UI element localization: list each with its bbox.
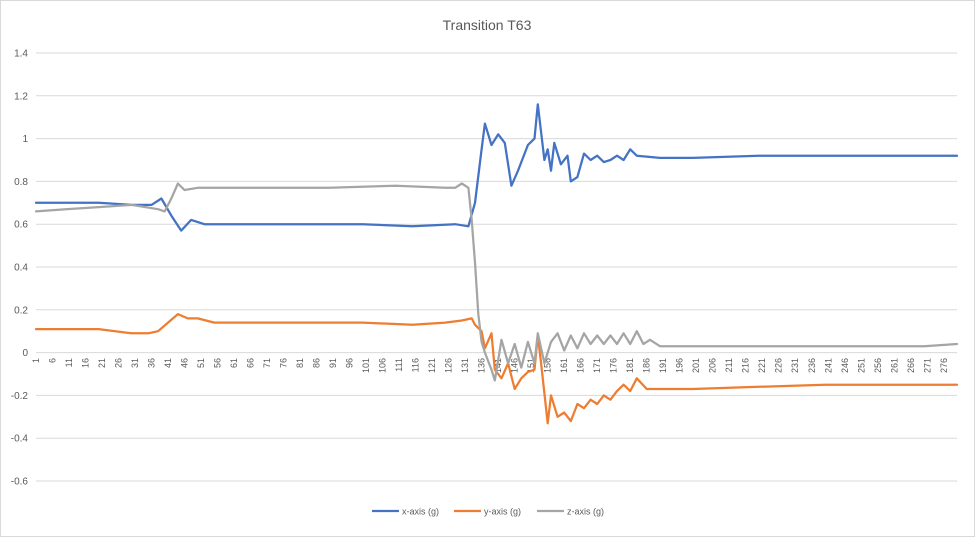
y-tick-label: 0.8 (14, 177, 28, 188)
x-tick-label: 26 (114, 358, 124, 368)
series-lines (34, 103, 959, 425)
x-tick-label: 161 (559, 358, 569, 373)
x-tick-label: 16 (81, 358, 91, 368)
x-tick-label: 226 (774, 358, 784, 373)
y-tick-label: 1.2 (14, 91, 28, 102)
y-tick-label: 1.4 (14, 49, 28, 60)
legend-label: y-axis (g) (484, 507, 521, 517)
x-tick-label: 36 (147, 358, 157, 368)
x-tick-label: 241 (823, 358, 833, 373)
x-tick-label: 6 (48, 358, 58, 363)
x-tick-label: 121 (427, 358, 437, 373)
x-tick-label: 221 (757, 358, 767, 373)
x-tick-label: 56 (213, 358, 223, 368)
y-tick-label: 0.6 (14, 220, 28, 231)
x-tick-label: 271 (922, 358, 932, 373)
x-tick-label: 231 (790, 358, 800, 373)
x-tick-label: 61 (229, 358, 239, 368)
x-tick-label: 126 (444, 358, 454, 373)
x-tick-label: 206 (708, 358, 718, 373)
x-tick-label: 216 (741, 358, 751, 373)
y-tick-label: 0 (22, 348, 28, 359)
x-tick-label: 191 (658, 358, 668, 373)
x-tick-label: 256 (873, 358, 883, 373)
series-line-z-axis-g (34, 182, 959, 382)
y-axis-tick-labels: -0.6 -0.4 -0.2 0 0.2 0.4 0.6 0.8 1 1.2 1.4 (11, 49, 29, 488)
x-tick-label: 176 (609, 358, 619, 373)
x-tick-label: 236 (807, 358, 817, 373)
x-tick-label: 276 (939, 358, 949, 373)
legend-label: z-axis (g) (567, 507, 604, 517)
x-tick-label: 76 (279, 358, 289, 368)
x-tick-label: 196 (675, 358, 685, 373)
x-tick-label: 111 (394, 358, 404, 372)
y-tick-label: -0.4 (11, 434, 29, 445)
x-tick-label: 41 (163, 358, 173, 368)
x-tick-label: 116 (411, 358, 421, 372)
y-tick-label: -0.2 (11, 391, 29, 402)
legend-label: x-axis (g) (402, 507, 439, 517)
x-tick-label: 101 (361, 358, 371, 373)
y-tick-label: 0.4 (14, 263, 28, 274)
y-tick-label: 1 (22, 134, 28, 145)
x-tick-label: 171 (592, 358, 602, 373)
y-tick-label: 0.2 (14, 305, 28, 316)
x-tick-label: 81 (295, 358, 305, 368)
x-tick-label: 11 (64, 358, 74, 367)
x-tick-label: 211 (724, 358, 734, 372)
x-tick-label: 166 (576, 358, 586, 373)
x-tick-label: 151 (526, 358, 536, 373)
x-tick-label: 136 (477, 358, 487, 373)
x-tick-label: 31 (130, 358, 140, 368)
x-tick-label: 1 (31, 358, 41, 363)
x-tick-label: 186 (642, 358, 652, 373)
x-tick-label: 156 (543, 358, 553, 373)
x-tick-label: 66 (246, 358, 256, 368)
x-tick-label: 91 (328, 358, 338, 368)
legend: x-axis (g) y-axis (g) z-axis (g) (372, 507, 604, 517)
y-tick-label: -0.6 (11, 477, 29, 488)
x-tick-label: 261 (889, 358, 899, 373)
x-tick-label: 86 (312, 358, 322, 368)
x-tick-label: 201 (691, 358, 701, 373)
x-tick-label: 46 (180, 358, 190, 368)
x-tick-label: 146 (510, 358, 520, 373)
series-line-y-axis-g (34, 312, 959, 425)
chart-title: Transition T63 (443, 17, 532, 33)
x-tick-label: 71 (262, 358, 272, 368)
x-tick-label: 266 (906, 358, 916, 373)
x-tick-label: 131 (460, 358, 470, 373)
x-tick-label: 181 (625, 358, 635, 373)
x-tick-label: 96 (345, 358, 355, 368)
series-line-x-axis-g (34, 103, 959, 232)
x-tick-label: 21 (97, 358, 107, 368)
x-tick-label: 246 (840, 358, 850, 373)
x-tick-label: 251 (856, 358, 866, 373)
x-tick-label: 106 (378, 358, 388, 373)
x-tick-label: 51 (196, 358, 206, 368)
x-axis-tick-labels: 1 6 11 16 21 26 31 36 41 46 51 56 61 66 71 76 81 86 91 96 10… (31, 358, 949, 373)
